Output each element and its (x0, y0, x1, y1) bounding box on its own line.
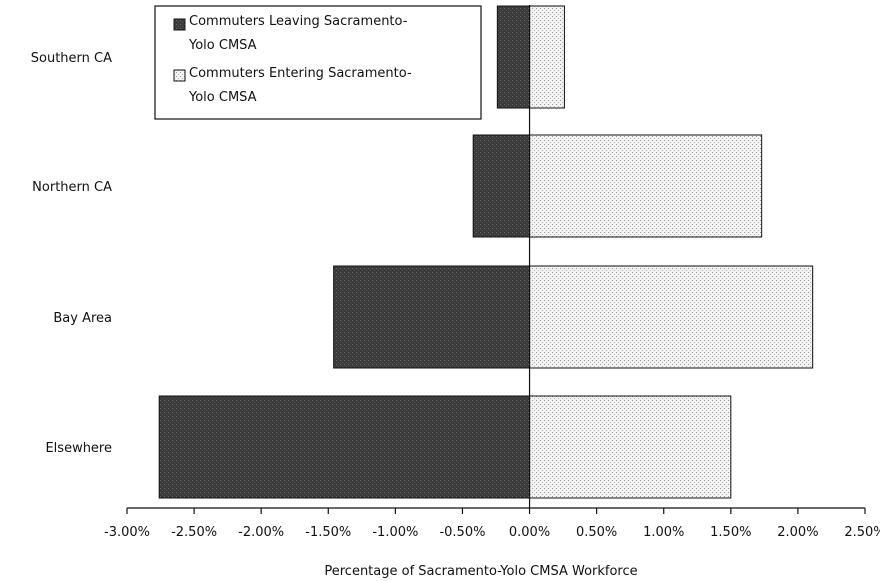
x-tick-label: 2.50% (844, 525, 880, 540)
x-tick-label: -2.00% (238, 525, 284, 540)
legend-swatch-entering (173, 69, 186, 82)
category-label: Elsewhere (45, 441, 112, 456)
axis-layer: -3.00% -2.50% -2.00% -1.50% -1.00% -0.50% 0.00… (104, 5, 880, 540)
bar-leaving-1 (472, 134, 531, 238)
bar-leaving-3 (158, 395, 531, 499)
x-tick-label: -1.00% (372, 525, 418, 540)
legend-label: Commuters Entering Sacramento- (189, 66, 412, 81)
x-tick-label: 1.50% (710, 525, 751, 540)
x-tick-label: -0.50% (439, 525, 485, 540)
x-tick-label: 1.00% (643, 525, 684, 540)
bar-entering-3 (529, 395, 732, 499)
legend-swatch-leaving (173, 18, 186, 31)
x-axis-title: Percentage of Sacramento-Yolo CMSA Workf… (324, 564, 637, 579)
bar-entering-1 (529, 134, 763, 238)
legend: Commuters Leaving Sacramento- Yolo CMSA Co… (154, 5, 482, 120)
x-tick-label: -2.50% (171, 525, 217, 540)
bar-leaving-2 (333, 265, 531, 369)
labels-layer: Southern CA Northern CA Bay Area Elsewhere P… (31, 51, 638, 579)
x-tick-label: 2.00% (777, 525, 818, 540)
category-label: Northern CA (32, 180, 112, 195)
legend-label: Yolo CMSA (188, 38, 257, 53)
legend-label: Yolo CMSA (188, 90, 257, 105)
bars-layer (158, 5, 814, 499)
category-label: Bay Area (53, 311, 112, 326)
x-tick-label: 0.00% (509, 525, 550, 540)
legend-label: Commuters Leaving Sacramento- (189, 14, 408, 29)
bar-entering-2 (529, 265, 814, 369)
legend-box (154, 5, 482, 120)
category-label: Southern CA (31, 51, 112, 66)
bar-entering-0 (529, 5, 565, 109)
x-tick-label: 0.50% (576, 525, 617, 540)
x-tick-label: -1.50% (305, 525, 351, 540)
bar-leaving-0 (496, 5, 531, 109)
x-tick-label: -3.00% (104, 525, 150, 540)
